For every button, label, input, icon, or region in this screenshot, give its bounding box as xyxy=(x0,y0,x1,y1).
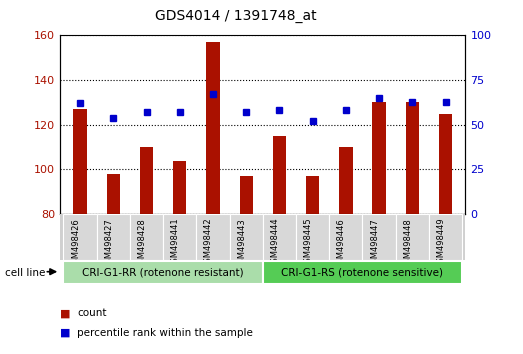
Bar xyxy=(63,261,263,284)
Text: count: count xyxy=(77,308,106,318)
Bar xyxy=(73,109,87,214)
Bar xyxy=(240,176,253,214)
Text: GSM498447: GSM498447 xyxy=(370,218,379,269)
Bar xyxy=(140,147,153,214)
Bar xyxy=(372,102,386,214)
Text: cell line: cell line xyxy=(5,268,46,278)
Text: GSM498449: GSM498449 xyxy=(437,218,446,268)
Bar xyxy=(263,214,296,260)
Bar xyxy=(339,147,353,214)
Text: CRI-G1-RS (rotenone sensitive): CRI-G1-RS (rotenone sensitive) xyxy=(281,268,444,278)
Bar xyxy=(296,214,329,260)
Text: GSM498427: GSM498427 xyxy=(104,218,113,269)
Bar xyxy=(306,176,319,214)
Bar xyxy=(63,214,97,260)
Bar xyxy=(439,114,452,214)
Bar xyxy=(207,42,220,214)
Text: GSM498446: GSM498446 xyxy=(337,218,346,269)
Text: ■: ■ xyxy=(60,308,71,318)
Bar xyxy=(173,160,186,214)
Bar xyxy=(97,214,130,260)
Bar xyxy=(130,214,163,260)
Text: GDS4014 / 1391748_at: GDS4014 / 1391748_at xyxy=(154,9,316,23)
Bar xyxy=(263,261,462,284)
Text: ■: ■ xyxy=(60,328,71,338)
Bar xyxy=(406,102,419,214)
Text: GSM498428: GSM498428 xyxy=(138,218,146,269)
Bar xyxy=(107,174,120,214)
Text: GSM498445: GSM498445 xyxy=(304,218,313,268)
Bar xyxy=(273,136,286,214)
Bar xyxy=(429,214,462,260)
Bar xyxy=(163,214,196,260)
Text: GSM498448: GSM498448 xyxy=(403,218,412,269)
Bar xyxy=(230,214,263,260)
Bar xyxy=(196,214,230,260)
Text: CRI-G1-RR (rotenone resistant): CRI-G1-RR (rotenone resistant) xyxy=(82,268,244,278)
Text: GSM498441: GSM498441 xyxy=(170,218,180,268)
Bar xyxy=(396,214,429,260)
Text: GSM498443: GSM498443 xyxy=(237,218,246,269)
Bar xyxy=(362,214,396,260)
Text: percentile rank within the sample: percentile rank within the sample xyxy=(77,328,253,338)
Text: GSM498426: GSM498426 xyxy=(71,218,80,269)
Text: GSM498442: GSM498442 xyxy=(204,218,213,268)
Text: GSM498444: GSM498444 xyxy=(270,218,279,268)
Bar xyxy=(329,214,362,260)
